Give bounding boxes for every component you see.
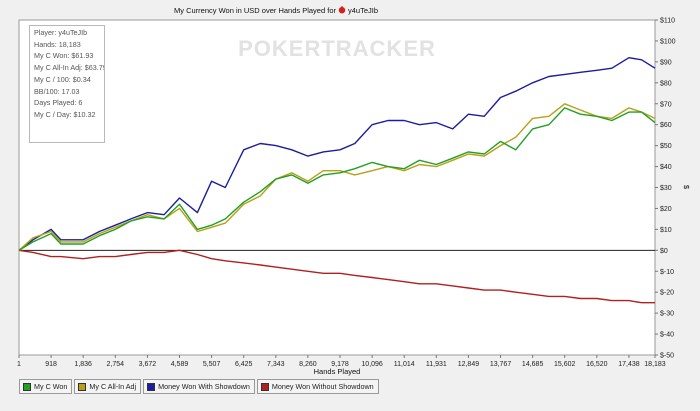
x-tick-label: 918 [45,361,57,368]
stat-per-100: My C / 100: $0.34 [34,74,91,84]
y-tick-label: $10 [660,227,672,234]
y-tick-label: $110 [660,18,675,25]
x-axis: 1 918 1,836 2,754 3,672 4,589 5,507 6,425 7,343 8… [17,355,666,368]
legend-swatch [78,382,87,391]
legend: My C Won My C All-In Adj Money Won With Sh… [19,379,381,394]
legend-swatch [23,382,31,391]
title-spade-icon [338,5,346,14]
legend-label: My C All-In Adj [89,382,137,391]
y-tick-label: $20 [660,206,672,213]
y-axis-label: $ [682,185,691,190]
series-line-my-c-won [18,107,656,251]
y-tick-label: $-50 [660,353,674,360]
y-tick-label: $50 [660,143,672,150]
y-tick-label: $100 [660,38,676,45]
y-tick-label: $70 [660,101,672,108]
x-tick-label: 3,672 [139,361,157,368]
y-tick-label: $-40 [660,332,674,339]
series-line-money-won-without-showdown [18,249,655,304]
stat-allin-adj: My C All-In Adj: $63.79 [34,63,104,73]
legend-swatch [147,382,156,391]
y-tick-label: $-30 [660,311,674,318]
chart-title-player: y4uTeJIb [348,6,378,15]
y-tick-label: $90 [660,59,672,66]
x-tick-label: 1 [17,361,21,368]
watermark-logo: POKERTRACKER [238,36,436,61]
plot-area [18,19,656,356]
legend-item[interactable]: My C All-In Adj [74,379,142,394]
legend-item[interactable]: Money Won With Showdown [143,379,255,394]
x-axis-label: Hands Played [314,367,361,376]
x-tick-label: 6,425 [235,361,253,368]
y-tick-label: $40 [660,164,672,171]
series-lines [18,57,656,304]
x-tick-label: 4,589 [171,361,189,368]
x-tick-label: 1,836 [74,361,92,368]
legend-label: Money Won Without Showdown [271,382,374,391]
stat-hands: Hands: 18,183 [34,39,81,49]
legend-label: Money Won With Showdown [158,382,250,391]
stat-per-day: My C / Day: $10.32 [34,109,96,119]
legend-swatch [260,382,269,391]
y-tick-label: $0 [660,248,668,255]
y-axis: $-50 $-40 $-30 $-20 $-10 $0 $10 $20 $30 $40 $50 $60… [655,18,676,360]
x-tick-label: 7,343 [267,361,285,368]
series-line-money-won-with-showdown [18,57,656,251]
x-tick-label: 14,685 [522,361,544,368]
stat-days-played: Days Played: 6 [34,98,83,108]
legend-item[interactable]: My C Won [19,379,73,394]
y-tick-label: $-20 [660,290,674,297]
x-tick-label: 11,014 [394,361,415,368]
x-tick-label: 18,183 [644,361,666,368]
x-tick-label: 9,178 [331,361,349,368]
stat-won: My C Won: $61.93 [34,51,94,61]
y-tick-label: $60 [660,122,672,129]
x-tick-label: 10,096 [361,361,383,368]
y-tick-label: $30 [660,185,672,192]
x-tick-label: 17,438 [618,361,640,368]
x-tick-label: 16,520 [586,361,608,368]
stat-bb-100: BB/100: 17.03 [34,86,80,96]
x-tick-label: 2,754 [107,361,125,368]
legend-item[interactable]: Money Won Without Showdown [256,379,379,394]
x-tick-label: 11,931 [426,361,447,368]
legend-label: My C Won [34,382,68,391]
y-tick-label: $-10 [660,269,674,276]
x-tick-label: 13,767 [490,361,512,368]
x-tick-label: 5,507 [203,361,221,368]
x-tick-label: 15,602 [554,361,576,368]
stats-box: Player: y4uTeJIb Hands: 18,183 My C Won:… [29,25,105,143]
chart-title: My Currency Won in USD over Hands Played… [174,6,337,15]
stat-player: Player: y4uTeJIb [34,28,88,37]
x-tick-label: 8,260 [299,361,317,368]
y-tick-label: $80 [660,80,672,87]
x-tick-label: 12,849 [458,361,480,368]
